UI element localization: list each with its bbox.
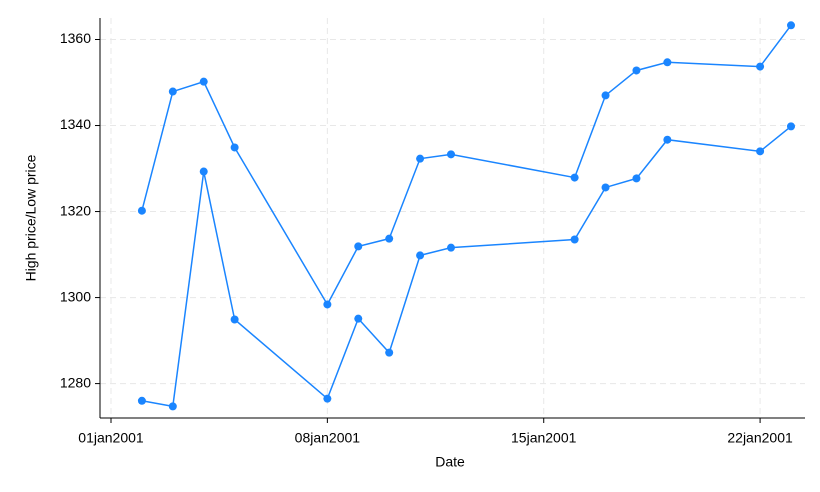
point [354, 314, 363, 323]
point [230, 315, 239, 324]
x-tick-label: 22jan2001 [727, 430, 793, 446]
x-tick-label: 15jan2001 [511, 430, 577, 446]
point [385, 348, 394, 357]
line [141, 125, 792, 408]
point [354, 242, 363, 251]
point [756, 62, 765, 71]
point [632, 66, 641, 75]
point [787, 21, 795, 30]
point [447, 150, 455, 159]
point [663, 135, 672, 144]
x-tick-label: 08jan2001 [295, 430, 361, 446]
point [632, 174, 641, 183]
point [137, 206, 146, 215]
point [447, 243, 455, 252]
point [323, 300, 332, 309]
y-tick-label: 1280 [60, 374, 91, 390]
point [787, 122, 795, 131]
point [601, 91, 610, 100]
y-tick-label: 1300 [60, 288, 91, 304]
point [601, 183, 610, 192]
point [168, 87, 177, 96]
point [230, 143, 239, 152]
point [570, 173, 579, 182]
point [199, 77, 208, 86]
y-axis-title: High price/Low price [23, 154, 39, 281]
point [416, 154, 425, 163]
y-tick-label: 1340 [60, 116, 91, 132]
x-tick-label: 01jan2001 [78, 430, 144, 446]
point [756, 147, 765, 156]
x-axis-title: Date [435, 454, 465, 470]
point [385, 234, 394, 243]
point [199, 167, 208, 176]
point [570, 235, 579, 244]
point [663, 58, 672, 67]
point [168, 402, 177, 411]
y-tick-label: 1320 [60, 202, 91, 218]
point [323, 394, 332, 403]
point [416, 251, 425, 260]
y-tick-label: 1360 [60, 30, 91, 46]
line [141, 24, 792, 306]
point [137, 396, 146, 405]
